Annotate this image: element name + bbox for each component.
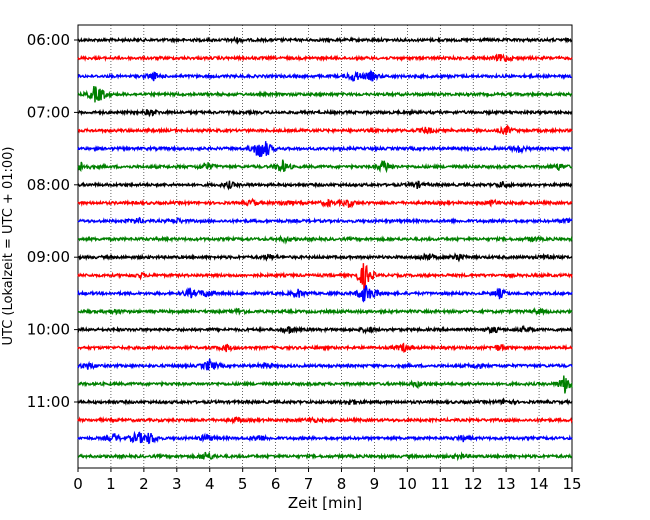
- x-tick-label: 1: [106, 475, 116, 493]
- x-tick-label: 11: [431, 475, 450, 493]
- y-axis-label: UTC (Lokalzeit = UTC + 01:00): [1, 147, 16, 346]
- trace-line: [77, 263, 573, 290]
- y-tick-label: 07:00: [27, 103, 70, 121]
- x-tick-label: 5: [238, 475, 248, 493]
- y-tick-label: 11:00: [27, 393, 70, 411]
- y-tick-label: 06:00: [27, 31, 70, 49]
- trace-line: [77, 284, 573, 303]
- trace-line: [77, 180, 573, 191]
- x-tick-label: 7: [304, 475, 314, 493]
- x-tick-label: 4: [205, 475, 215, 493]
- x-axis-ticks: 0 1 2 3 4 5 6 7 8 9 10 11 12 13 14 15: [73, 468, 582, 493]
- x-tick-label: 15: [562, 475, 581, 493]
- trace-line: [77, 69, 573, 82]
- x-tick-label: 12: [464, 475, 483, 493]
- trace-line: [77, 397, 573, 407]
- x-tick-label: 13: [497, 475, 516, 493]
- trace-line: [77, 358, 573, 371]
- trace-line: [77, 53, 573, 63]
- plot-frame: [77, 24, 573, 469]
- trace-line: [77, 324, 573, 335]
- trace-line: [77, 234, 573, 245]
- trace-line: [77, 141, 573, 158]
- seismic-traces: [77, 35, 573, 462]
- x-tick-label: 3: [172, 475, 182, 493]
- trace-line: [77, 86, 573, 103]
- x-tick-label: 2: [139, 475, 149, 493]
- trace-line: [77, 252, 573, 263]
- x-tick-label: 14: [530, 475, 549, 493]
- trace-line: [77, 416, 573, 425]
- x-tick-label: 0: [73, 475, 83, 493]
- x-tick-label: 8: [337, 475, 347, 493]
- x-axis-label: Zeit [min]: [288, 494, 362, 512]
- y-axis-ticks: 06:00 07:00 08:00 09:00 10:00 11:00: [27, 31, 78, 411]
- y-tick-label: 10:00: [27, 321, 70, 339]
- trace-line: [77, 306, 573, 316]
- y-tick-label: 08:00: [27, 176, 70, 194]
- y-tick-label: 09:00: [27, 248, 70, 266]
- x-tick-label: 6: [271, 475, 281, 493]
- trace-line: [77, 375, 573, 394]
- trace-line: [77, 216, 573, 225]
- x-tick-label: 10: [398, 475, 417, 493]
- trace-line: [77, 159, 573, 174]
- x-tick-label: 9: [370, 475, 380, 493]
- trace-line: [77, 35, 573, 45]
- trace-line: [77, 197, 573, 209]
- trace-line: [77, 108, 573, 118]
- trace-line: [77, 430, 573, 445]
- grid-lines: [110, 25, 540, 468]
- trace-line: [77, 451, 573, 462]
- trace-line: [77, 123, 573, 136]
- trace-line: [77, 342, 573, 353]
